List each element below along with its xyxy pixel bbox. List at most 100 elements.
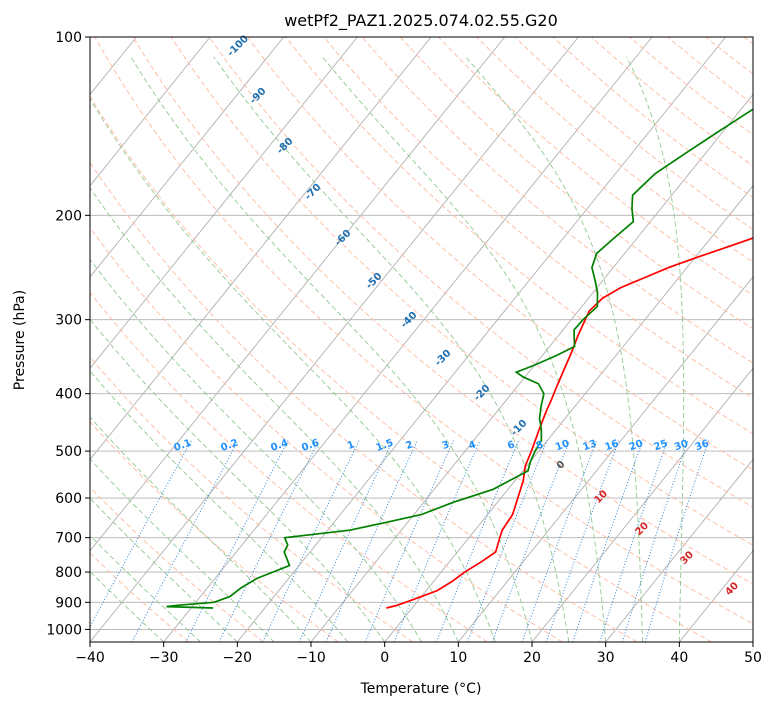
mixing-ratio-line <box>521 440 598 642</box>
mixing-ratio-line <box>467 440 548 642</box>
isotherm-line <box>678 550 753 642</box>
mixing-ratio-label: 3 <box>441 439 451 452</box>
x-tick-label: −40 <box>75 650 105 666</box>
x-tick-label: −10 <box>296 650 326 666</box>
mixing-ratio-label: 2 <box>404 439 414 452</box>
dry-adiabat-line <box>667 37 753 105</box>
dry-adiabat-line <box>514 37 753 231</box>
x-axis-label: Temperature (°C) <box>360 681 482 697</box>
dry-adiabat-line <box>476 37 753 263</box>
mixing-ratio-line <box>90 440 192 628</box>
isotherm-line <box>90 37 285 278</box>
dry-adiabat-line <box>743 37 753 45</box>
mixing-ratio-label: 16 <box>604 438 621 453</box>
dry-adiabat-line <box>90 95 712 642</box>
isotherm-line <box>531 367 753 642</box>
mixing-ratio-line <box>393 440 481 642</box>
mixing-ratio-line <box>325 440 418 642</box>
mixing-ratio-line <box>491 440 571 642</box>
isotherm-line <box>310 93 753 642</box>
mixing-ratio-label: 6 <box>506 439 516 452</box>
dewpoint-profile-line <box>166 108 753 609</box>
x-tick-label: 30 <box>597 650 615 666</box>
dry-adiabat-line <box>90 161 638 642</box>
dry-adiabat-line <box>90 291 488 642</box>
y-tick-label: 900 <box>55 595 82 611</box>
moist-adiabat-line <box>90 187 459 642</box>
moist-adiabat-line <box>626 56 685 642</box>
x-tick-label: 20 <box>523 650 541 666</box>
dry-adiabat-label: -20 <box>472 383 493 404</box>
y-tick-label: 400 <box>55 387 82 403</box>
y-tick-label: 100 <box>55 30 82 46</box>
mixing-ratio-label: 25 <box>652 438 669 453</box>
moist-adiabat-label: 0 <box>555 459 568 472</box>
isotherm-line <box>236 37 727 642</box>
dry-adiabat-line <box>361 37 753 364</box>
mixing-ratio-line <box>262 440 360 642</box>
mixing-ratio-label: 10 <box>554 438 571 453</box>
mixing-ratio-line <box>599 440 668 642</box>
dry-adiabat-line <box>90 226 563 642</box>
moist-adiabat-label: 10 <box>592 488 610 506</box>
dry-adiabat-line <box>247 37 753 471</box>
dry-adiabat-label: -10 <box>509 418 530 439</box>
mixing-ratio-line <box>185 440 289 642</box>
moist-adiabat-line <box>90 98 496 642</box>
dry-adiabat-line <box>94 37 753 625</box>
plot-frame <box>89 36 754 643</box>
isotherm-line <box>163 37 653 642</box>
y-tick-label: 500 <box>55 444 82 460</box>
mixing-ratio-label: 30 <box>673 438 690 453</box>
mixing-ratio-line <box>131 440 239 642</box>
mixing-ratio-line <box>364 440 454 642</box>
x-tick-label: −20 <box>223 650 253 666</box>
y-tick-label: 600 <box>55 491 82 507</box>
moist-adiabat-line <box>90 570 164 642</box>
dry-adiabat-line <box>132 37 753 585</box>
dry-adiabat-line <box>90 552 190 642</box>
x-tick-label: 40 <box>670 650 688 666</box>
dry-adiabat-label: -90 <box>248 86 269 107</box>
dry-adiabat-label: -80 <box>275 136 296 157</box>
dry-adiabat-line <box>208 37 753 508</box>
y-tick-label: 300 <box>55 313 82 329</box>
moist-adiabat-label: 40 <box>723 580 741 598</box>
moist-adiabat-label: 20 <box>633 520 651 538</box>
moist-adiabat-line <box>90 458 275 642</box>
mixing-ratio-label: 20 <box>628 438 645 453</box>
isotherm-line <box>605 458 753 642</box>
mixing-ratio-label: 4 <box>467 439 477 452</box>
moist-adiabat-line <box>90 416 312 642</box>
dry-adiabat-line <box>552 37 753 199</box>
mixing-ratio-line <box>298 440 394 642</box>
chart-title: wetPf2_PAZ1.2025.074.02.55.G20 <box>284 11 558 31</box>
isotherm-line <box>457 276 753 642</box>
moist-adiabat-line <box>213 56 570 642</box>
dry-adiabat-label: -70 <box>303 182 324 203</box>
moist-adiabat-line <box>90 318 386 642</box>
dry-adiabat-line <box>90 486 264 642</box>
moist-adiabat-line <box>90 497 238 642</box>
mixing-ratio-label: 36 <box>694 438 711 453</box>
y-tick-label: 700 <box>55 531 82 547</box>
isotherm-line <box>384 185 753 642</box>
dry-adiabat-line <box>590 37 753 167</box>
mixing-ratio-label: 1 <box>346 439 356 452</box>
isotherm-line <box>90 37 432 461</box>
isotherm-line <box>90 37 506 552</box>
x-tick-label: 50 <box>744 650 762 666</box>
moist-adiabat-line <box>130 56 533 642</box>
isotherm-line <box>752 641 753 642</box>
mixing-ratio-label: 8 <box>535 439 545 452</box>
y-tick-label: 1000 <box>46 622 82 638</box>
isotherm-line <box>90 37 579 642</box>
isotherm-line <box>0 37 63 642</box>
dry-adiabat-label: -50 <box>364 271 385 292</box>
moist-adiabat-line <box>90 534 201 642</box>
x-tick-label: 0 <box>380 650 389 666</box>
isotherm-line <box>90 37 211 187</box>
mixing-ratio-line <box>218 440 320 642</box>
x-tick-label: 10 <box>449 650 467 666</box>
